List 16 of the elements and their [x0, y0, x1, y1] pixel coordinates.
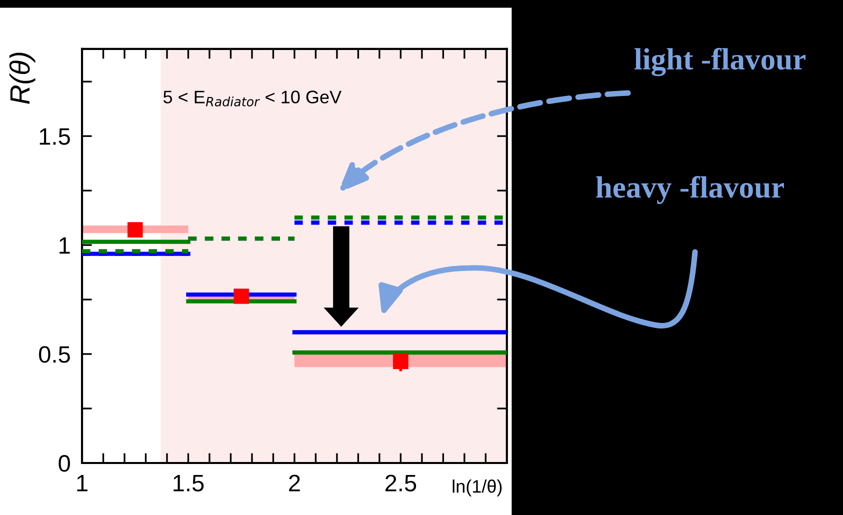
x-tick-label: 1.5: [174, 474, 204, 492]
x-tick-label: 1: [77, 474, 88, 492]
y-tick-label: 0.5: [39, 346, 70, 363]
x-axis-title: ln(1/θ): [452, 480, 502, 496]
y-tick-label: 1: [60, 237, 70, 254]
y-tick-label: 0: [58, 455, 70, 472]
x-tick-label: 2.5: [385, 474, 416, 492]
y-tick-label: 1.5: [40, 128, 70, 145]
annotation: 5 < E$_{Radiator}$ < 10 GeV: [163, 90, 342, 106]
point: [127, 222, 143, 238]
text: heavy -flavour: [596, 176, 784, 204]
y-axis-title: R(θ): [9, 52, 36, 104]
text: light -flavour: [634, 48, 806, 76]
point: [234, 288, 249, 304]
x-tick-label: 2: [289, 474, 300, 492]
point: [393, 354, 408, 370]
